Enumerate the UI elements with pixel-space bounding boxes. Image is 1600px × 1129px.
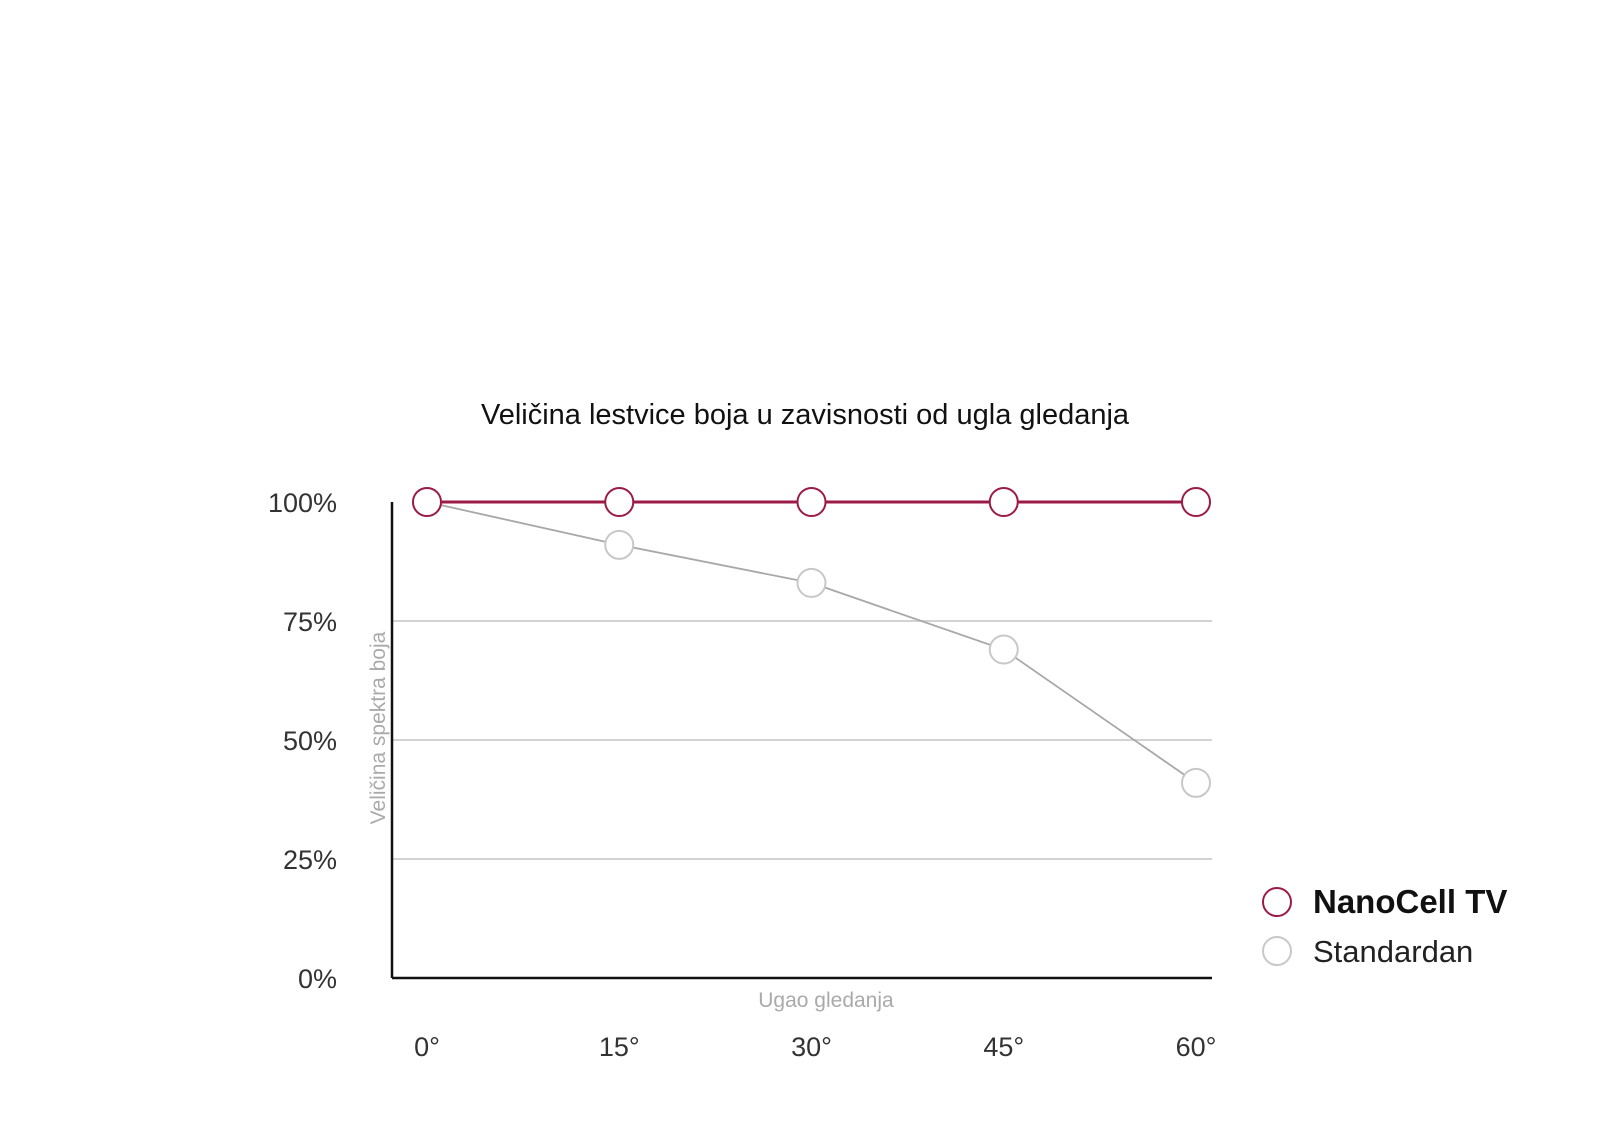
x-tick-label: 45° xyxy=(983,1032,1024,1062)
y-tick-label: 75% xyxy=(283,607,337,637)
y-tick-label: 50% xyxy=(283,726,337,756)
legend-marker-nanocell xyxy=(1262,887,1292,917)
series-point-standard xyxy=(796,567,827,598)
series-point-nanocell xyxy=(604,487,635,517)
series-point-standard xyxy=(988,634,1019,665)
x-axis-label: Ugao gledanja xyxy=(758,989,894,1012)
series-layer xyxy=(412,487,1211,798)
x-tick-label: 60° xyxy=(1176,1032,1217,1062)
x-tick-label: 15° xyxy=(599,1032,640,1062)
y-tick-label: 100% xyxy=(268,488,337,518)
y-axis-label: Veličina spektra boja xyxy=(367,631,390,824)
y-tick-labels: 0% 25% 50% 75% 100% xyxy=(268,488,337,994)
series-point-standard xyxy=(1181,767,1211,798)
legend-label-standard: Standardan xyxy=(1313,934,1473,969)
series-point-nanocell xyxy=(1181,487,1211,517)
chart-title: Veličina lestvice boja u zavisnosti od u… xyxy=(481,399,1130,431)
y-tick-label: 0% xyxy=(298,964,337,994)
x-tick-labels: 0° 15° 30° 45° 60° xyxy=(414,1032,1216,1062)
legend: NanoCell TV Standardan xyxy=(1262,883,1507,969)
legend-label-nanocell: NanoCell TV xyxy=(1313,883,1507,920)
x-tick-label: 0° xyxy=(414,1032,440,1062)
y-tick-label: 25% xyxy=(283,845,337,875)
gridlines xyxy=(392,620,1212,860)
series-point-nanocell xyxy=(412,487,442,517)
legend-marker-standard xyxy=(1262,936,1292,966)
x-tick-label: 30° xyxy=(791,1032,832,1062)
series-point-nanocell xyxy=(796,487,827,517)
series-point-nanocell xyxy=(988,487,1019,517)
series-point-standard xyxy=(604,529,635,560)
